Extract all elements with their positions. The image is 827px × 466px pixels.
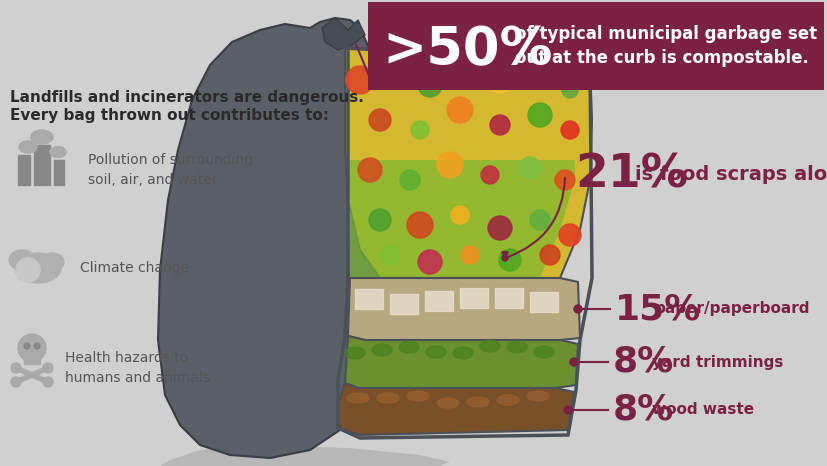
Text: Every bag thrown out contributes to:: Every bag thrown out contributes to: — [10, 108, 328, 123]
Bar — [54, 160, 64, 185]
Circle shape — [487, 216, 511, 240]
Circle shape — [418, 250, 442, 274]
Circle shape — [407, 212, 433, 238]
Circle shape — [558, 224, 581, 246]
Ellipse shape — [376, 393, 399, 403]
Text: of typical municipal garbage set
out at the curb is compostable.: of typical municipal garbage set out at … — [514, 25, 816, 67]
Bar — [495, 288, 523, 308]
Ellipse shape — [407, 391, 428, 401]
Ellipse shape — [15, 253, 61, 283]
Circle shape — [346, 66, 374, 94]
Circle shape — [24, 343, 30, 349]
Bar — [355, 289, 383, 309]
Ellipse shape — [9, 250, 35, 270]
Circle shape — [528, 61, 550, 83]
Circle shape — [357, 158, 381, 182]
Ellipse shape — [50, 146, 66, 158]
Circle shape — [480, 166, 499, 184]
Text: Pollution of surrounding
soil, air, and water: Pollution of surrounding soil, air, and … — [88, 153, 253, 187]
Circle shape — [451, 206, 468, 224]
Circle shape — [528, 103, 552, 127]
Polygon shape — [337, 383, 573, 435]
Text: yard trimmings: yard trimmings — [651, 355, 782, 370]
Polygon shape — [347, 160, 574, 278]
Circle shape — [461, 246, 479, 264]
Circle shape — [390, 55, 409, 75]
Circle shape — [499, 249, 520, 271]
Circle shape — [380, 245, 399, 265]
Circle shape — [43, 363, 53, 373]
Ellipse shape — [480, 340, 500, 352]
Circle shape — [369, 109, 390, 131]
Circle shape — [561, 121, 578, 139]
Circle shape — [562, 82, 577, 98]
Ellipse shape — [347, 393, 369, 403]
FancyBboxPatch shape — [367, 2, 823, 90]
Circle shape — [34, 343, 40, 349]
Ellipse shape — [345, 347, 365, 359]
Text: 8%: 8% — [612, 345, 673, 379]
Circle shape — [539, 245, 559, 265]
Text: 21%: 21% — [574, 152, 687, 198]
Circle shape — [573, 305, 581, 313]
Circle shape — [11, 377, 21, 387]
Circle shape — [529, 210, 549, 230]
Ellipse shape — [425, 346, 446, 358]
Ellipse shape — [437, 398, 458, 408]
Circle shape — [11, 363, 21, 373]
Circle shape — [554, 170, 574, 190]
Circle shape — [16, 258, 40, 282]
Text: Climate change: Climate change — [80, 261, 189, 275]
Polygon shape — [158, 18, 394, 458]
Ellipse shape — [466, 397, 489, 407]
Circle shape — [447, 97, 472, 123]
Text: wood waste: wood waste — [651, 403, 753, 418]
Ellipse shape — [526, 391, 548, 401]
Polygon shape — [347, 278, 579, 340]
Circle shape — [519, 157, 540, 179]
Bar — [424, 291, 452, 311]
Text: 15%: 15% — [614, 292, 700, 326]
Ellipse shape — [452, 347, 472, 359]
Bar — [460, 288, 487, 308]
Circle shape — [486, 67, 513, 93]
Polygon shape — [160, 445, 449, 466]
Polygon shape — [345, 48, 591, 278]
Circle shape — [369, 209, 390, 231]
Ellipse shape — [40, 253, 64, 271]
Ellipse shape — [496, 395, 519, 405]
Text: Health hazards to
humans and animals: Health hazards to humans and animals — [65, 351, 209, 385]
Text: 8%: 8% — [612, 393, 673, 427]
Ellipse shape — [399, 341, 418, 353]
Circle shape — [563, 406, 571, 414]
Circle shape — [18, 334, 46, 362]
Polygon shape — [345, 336, 577, 388]
Ellipse shape — [19, 141, 37, 153]
Text: is food scraps alone: is food scraps alone — [634, 165, 827, 185]
Ellipse shape — [31, 130, 53, 144]
Circle shape — [418, 73, 442, 97]
Bar — [34, 145, 50, 185]
Text: Landfills and incinerators are dangerous.: Landfills and incinerators are dangerous… — [10, 90, 363, 105]
Bar — [18, 155, 30, 185]
Text: paper/paperboard: paper/paperboard — [654, 302, 810, 316]
Circle shape — [451, 61, 468, 79]
Circle shape — [43, 377, 53, 387]
Circle shape — [490, 115, 509, 135]
Ellipse shape — [371, 344, 391, 356]
Bar — [390, 294, 418, 314]
Text: >50%: >50% — [381, 24, 552, 76]
Circle shape — [410, 121, 428, 139]
Ellipse shape — [533, 346, 553, 358]
Circle shape — [437, 152, 462, 178]
Circle shape — [399, 170, 419, 190]
Bar — [24, 354, 40, 364]
Ellipse shape — [506, 341, 526, 353]
Bar — [529, 292, 557, 312]
Polygon shape — [322, 18, 365, 50]
Circle shape — [501, 255, 508, 261]
Circle shape — [569, 358, 577, 366]
